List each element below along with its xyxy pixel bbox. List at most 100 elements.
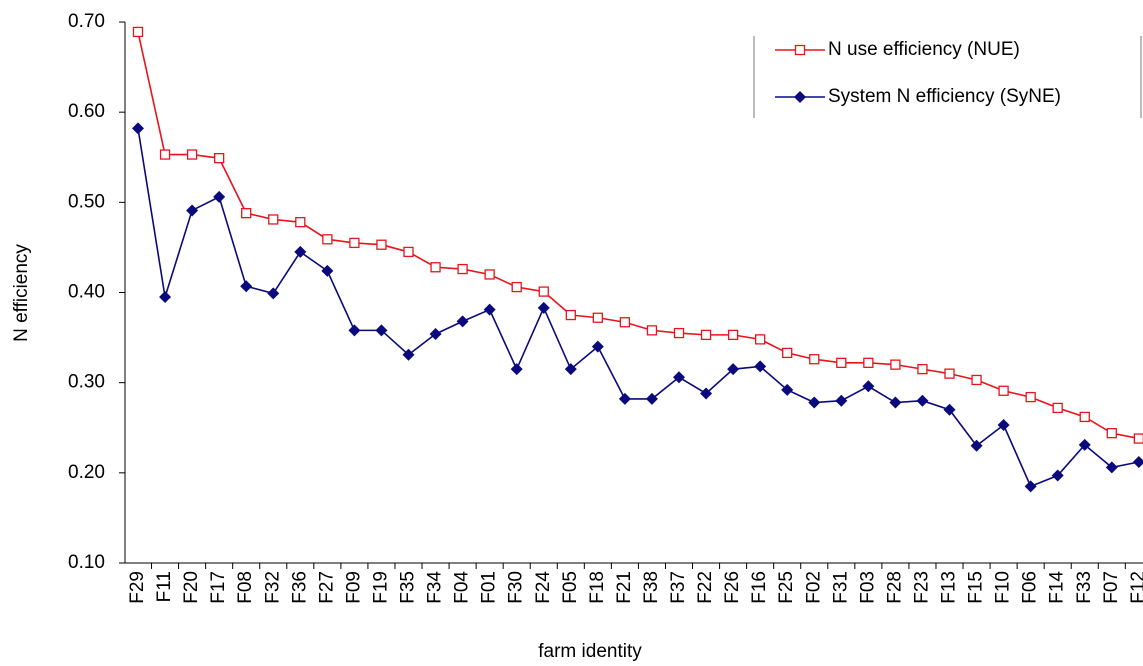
x-tick-label: F33: [1074, 571, 1095, 604]
point: [241, 208, 252, 219]
point: [970, 439, 983, 452]
x-tick-label: F15: [966, 571, 987, 604]
point: [322, 234, 333, 245]
point: [755, 334, 766, 345]
point: [943, 403, 956, 416]
point: [268, 214, 279, 225]
point: [213, 190, 226, 203]
point: [538, 286, 549, 297]
y-tick-label: 0.20: [68, 462, 105, 483]
point: [1106, 428, 1117, 439]
x-tick-label: F34: [425, 571, 446, 604]
x-tick-label: F10: [993, 571, 1014, 604]
x-tick-label: F32: [262, 571, 283, 604]
point: [862, 380, 875, 393]
point: [1051, 469, 1064, 482]
x-tick-label: F30: [506, 571, 527, 604]
point: [402, 348, 415, 361]
point: [186, 204, 199, 217]
x-tick-label: F06: [1020, 571, 1041, 604]
point: [456, 315, 469, 328]
x-tick-label: F14: [1047, 571, 1068, 604]
x-tick-label: F20: [181, 571, 202, 604]
x-tick-label: F07: [1101, 571, 1122, 604]
x-tick-label: F08: [235, 571, 256, 604]
point: [564, 363, 577, 376]
point: [375, 324, 388, 337]
point: [1078, 438, 1091, 451]
x-tick-label: F38: [641, 571, 662, 604]
point: [782, 347, 793, 359]
point: [1133, 433, 1143, 444]
point: [673, 327, 685, 339]
point: [1079, 411, 1090, 423]
point: [889, 396, 902, 409]
point: [1024, 480, 1037, 493]
point: [376, 239, 387, 250]
point: [240, 280, 253, 293]
x-tick-label: F17: [208, 571, 229, 604]
series-line: [137, 128, 1140, 488]
point: [349, 237, 360, 249]
x-tick-label: F03: [857, 571, 878, 604]
y-tick-label: 0.10: [68, 552, 105, 573]
x-tick-label: F28: [884, 571, 905, 604]
point: [457, 263, 468, 275]
legend-label: System N efficiency (SyNE): [828, 86, 1061, 107]
point: [727, 363, 740, 376]
x-tick-label: F16: [749, 571, 770, 604]
y-tick-label: 0.30: [68, 372, 105, 393]
point: [429, 327, 442, 340]
x-tick-label: F29: [127, 571, 148, 604]
x-tick-label: F23: [911, 571, 932, 604]
point: [1025, 391, 1036, 403]
legend-marker: [794, 91, 806, 103]
point: [159, 149, 171, 160]
x-tick-label: F24: [533, 571, 554, 604]
point: [483, 303, 496, 316]
x-tick-label: F27: [316, 571, 337, 604]
point: [836, 357, 847, 368]
point: [132, 26, 144, 38]
point: [646, 325, 658, 336]
point: [998, 385, 1009, 396]
point: [510, 363, 523, 376]
point: [916, 394, 929, 407]
point: [537, 301, 550, 314]
point: [186, 149, 198, 160]
x-tick-label: F02: [803, 571, 824, 604]
point: [808, 396, 821, 409]
x-tick-label: F13: [939, 571, 960, 604]
point: [917, 363, 928, 375]
point: [700, 329, 712, 341]
point: [1132, 456, 1143, 469]
x-tick-label: F36: [289, 571, 310, 604]
point: [591, 340, 604, 353]
point: [159, 291, 172, 304]
point: [511, 281, 522, 293]
point: [835, 394, 848, 407]
x-tick-label: F01: [479, 571, 500, 604]
point: [700, 387, 713, 400]
point: [1052, 402, 1063, 414]
x-tick-label: F12: [1128, 571, 1143, 604]
point: [348, 324, 361, 337]
x-tick-label: F09: [343, 571, 364, 604]
point: [132, 122, 144, 135]
point: [267, 287, 280, 300]
point: [645, 392, 658, 405]
point: [727, 329, 739, 341]
point: [618, 392, 631, 405]
point: [1105, 461, 1118, 474]
point: [619, 317, 631, 328]
x-tick-label: F25: [776, 571, 797, 604]
legend-marker: [794, 44, 806, 56]
x-tick-label: F35: [398, 571, 419, 604]
point: [809, 354, 820, 365]
point: [592, 312, 603, 323]
x-tick-label: F21: [614, 571, 635, 604]
point: [971, 374, 982, 386]
x-tick-label: F22: [695, 571, 716, 604]
point: [294, 245, 307, 258]
